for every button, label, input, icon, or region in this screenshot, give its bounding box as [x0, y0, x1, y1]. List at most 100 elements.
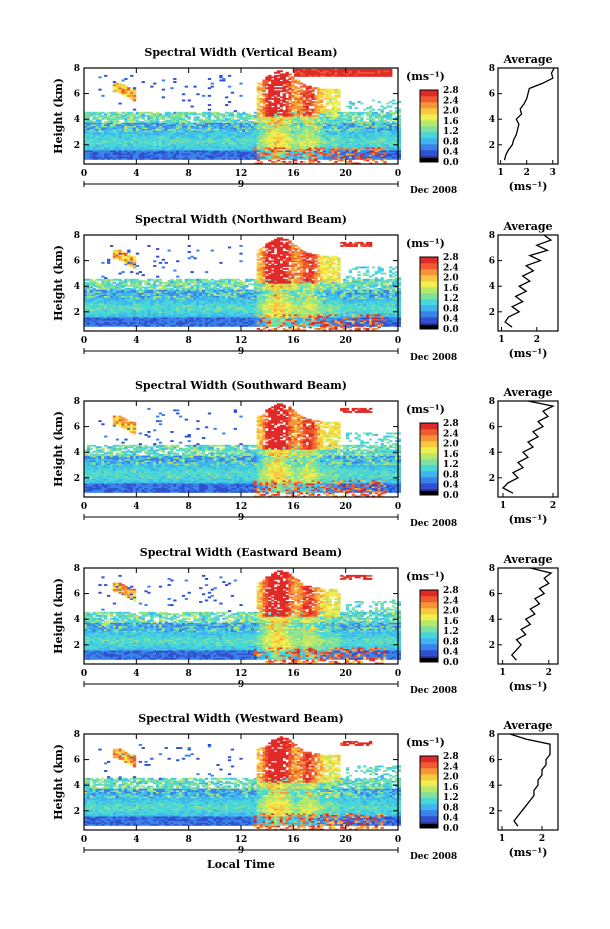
heatmap-cell [302, 133, 307, 136]
heatmap-cell [314, 110, 318, 113]
heatmap-cell [299, 88, 304, 91]
heatmap-cell [112, 315, 117, 318]
heatmap-cell [89, 324, 94, 327]
heatmap-cell [328, 88, 332, 91]
heatmap-cell [109, 304, 114, 307]
heatmap-cell [282, 157, 286, 160]
heatmap-cell [363, 137, 367, 140]
heatmap-cell [153, 315, 157, 318]
heatmap-cell [153, 136, 157, 139]
heatmap-cell [239, 122, 243, 125]
heatmap-cell [279, 154, 283, 157]
heatmap-cell [357, 130, 361, 133]
heatmap-cell [282, 124, 286, 126]
heatmap-cell [184, 121, 188, 123]
heatmap-cell [305, 113, 309, 116]
heatmap-cell [369, 137, 373, 140]
heatmap-cell [325, 154, 330, 157]
heatmap-cell [127, 294, 131, 296]
heatmap-cell [124, 147, 128, 149]
heatmap-cell [124, 88, 128, 91]
heatmap-cell [135, 147, 140, 149]
heatmap-cell [84, 127, 88, 129]
heatmap-cell [299, 108, 304, 111]
heatmap-cell [124, 306, 128, 309]
heatmap-cell [308, 91, 312, 94]
heatmap-cell [89, 145, 94, 148]
heatmap-cell [314, 107, 318, 110]
heatmap-cell [311, 93, 315, 96]
heatmap-cell [84, 131, 88, 134]
heatmap-cell [299, 121, 304, 123]
heatmap-cell [204, 133, 209, 136]
heatmap-cell [176, 116, 180, 119]
heatmap-cell [127, 254, 131, 257]
heatmap-cell [84, 288, 88, 290]
date-label: Dec 2008 [410, 186, 457, 196]
heatmap-cell [276, 116, 281, 119]
heatmap-cell [158, 113, 163, 116]
heatmap-cell [210, 139, 214, 142]
heatmap-cell [130, 98, 134, 100]
heatmap-cell [317, 142, 321, 145]
heatmap-cell [317, 131, 321, 134]
heatmap-cell [104, 127, 108, 129]
heatmap-cell [141, 318, 145, 321]
heatmap-cell [227, 125, 232, 128]
heatmap-cell [265, 111, 269, 114]
heatmap-cell [199, 137, 203, 140]
heatmap-cell [130, 141, 134, 143]
heatmap-cell [366, 133, 370, 136]
heatmap-cell [268, 105, 272, 108]
heatmap-cell [121, 251, 125, 253]
heatmap-cell [193, 148, 197, 151]
heatmap-cell [253, 148, 258, 151]
heatmap-cell [101, 309, 105, 312]
heatmap-cell [196, 154, 200, 157]
heatmap-cell [386, 137, 390, 140]
heatmap-cell [354, 113, 358, 116]
heatmap-cell [348, 105, 353, 108]
heatmap-cell [386, 73, 390, 76]
heatmap-cell [285, 122, 289, 125]
heatmap-cell [279, 73, 283, 76]
heatmap-cell [305, 104, 309, 106]
heatmap-cell [227, 147, 232, 149]
heatmap-cell [112, 116, 117, 119]
heatmap-cell [325, 68, 330, 71]
heatmap-cell [271, 147, 275, 149]
heatmap-cell [299, 142, 304, 145]
heatmap-cell [328, 134, 332, 137]
heatmap-cell [389, 130, 393, 133]
heatmap-cell [311, 154, 315, 157]
heatmap-cell [345, 114, 350, 117]
heatmap-cell [366, 111, 370, 114]
heatmap-cell [322, 105, 327, 108]
heatmap-cell [210, 125, 214, 128]
heatmap-cell [305, 148, 309, 151]
heatmap-cell [297, 156, 301, 159]
heatmap-cell [354, 73, 358, 76]
heatmap-cell [256, 88, 260, 91]
heatmap-cell [268, 130, 272, 133]
heatmap-cell [279, 131, 283, 134]
heatmap-cell [84, 295, 88, 298]
heatmap-cell [302, 102, 307, 105]
heatmap-cell [242, 116, 246, 119]
heatmap-cell [118, 139, 122, 142]
heatmap-cell [285, 121, 289, 123]
heatmap-cell [380, 153, 384, 156]
heatmap-cell [360, 150, 364, 153]
heatmap-cell [288, 154, 292, 157]
heatmap-cell [314, 70, 318, 73]
heatmap-cell [219, 144, 223, 146]
heatmap-cell [397, 133, 401, 136]
heatmap-cell [334, 110, 338, 113]
heatmap-cell [98, 314, 102, 316]
heatmap-cell [265, 93, 269, 96]
heatmap-cell [121, 87, 125, 90]
heatmap-cell [380, 73, 384, 76]
heatmap-cell [130, 314, 134, 316]
heatmap-cell [302, 136, 307, 139]
heatmap-cell [386, 121, 390, 123]
